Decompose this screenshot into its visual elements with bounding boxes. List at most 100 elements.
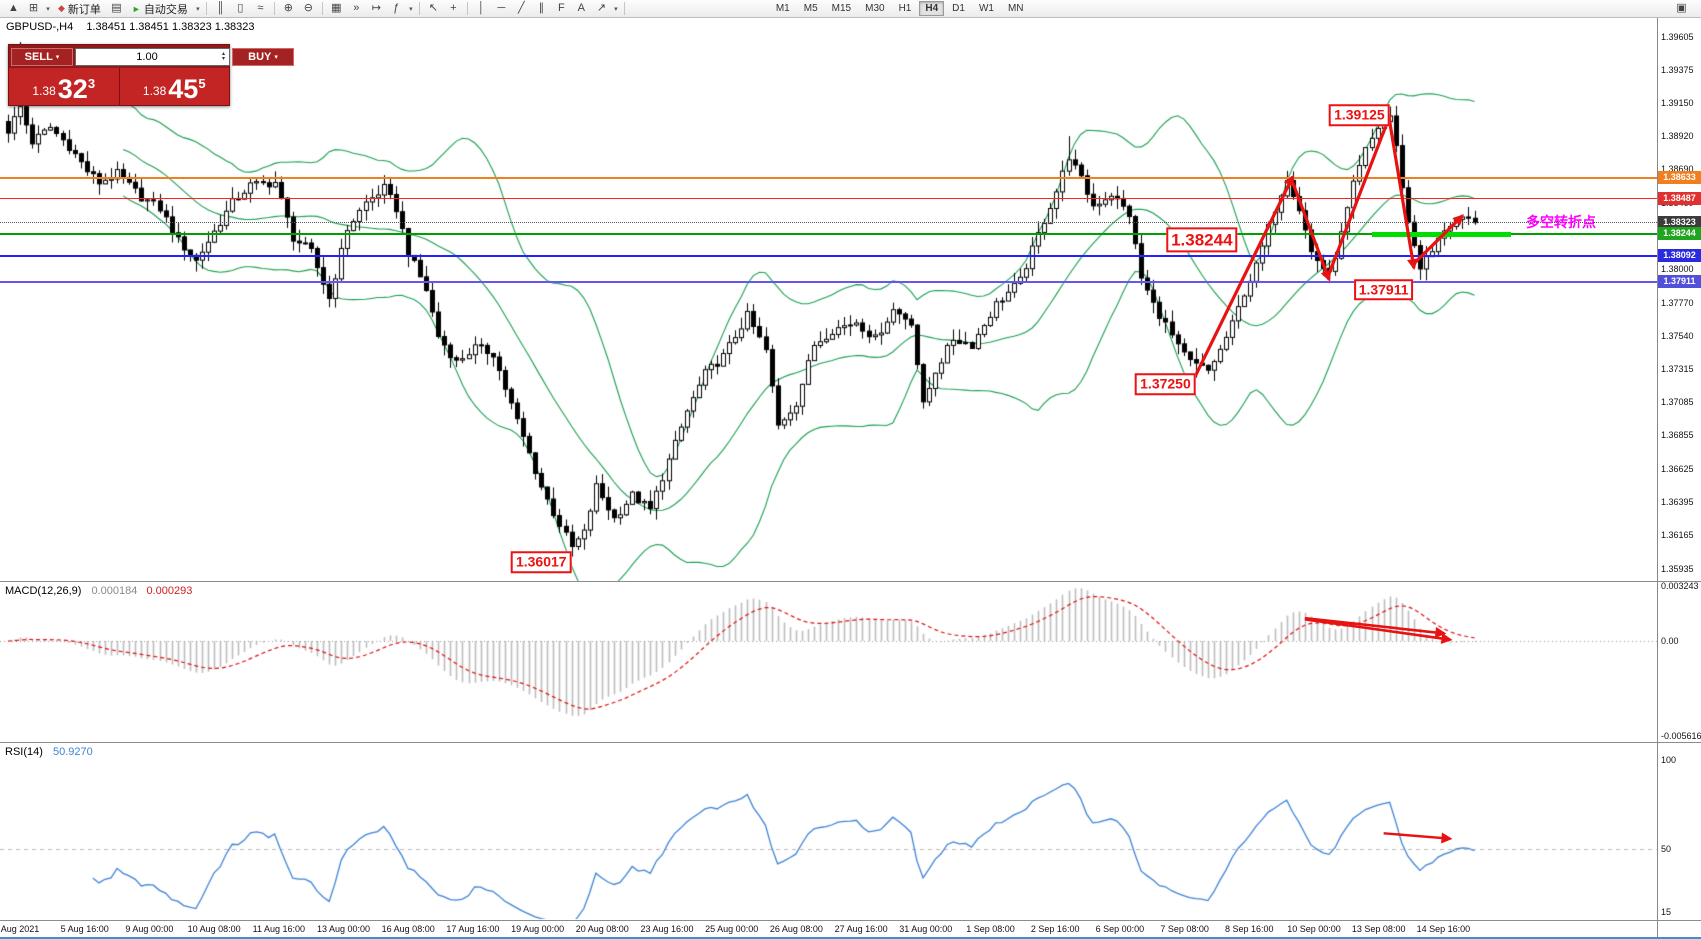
buy-price-sup: 5 [198,76,206,91]
candle-chart-icon[interactable]: ▯ [237,1,244,14]
auto-trading-button-label: 自动交易 [143,3,188,16]
price-tick: 1.39150 [1661,97,1694,108]
vertical-line-icon[interactable]: │ [477,1,485,14]
window-icon[interactable]: ▣ [1676,1,1687,14]
time-label: 10 Aug 08:00 [187,924,241,934]
price-tick: 1.38000 [1661,264,1694,275]
time-label: 14 Sep 16:00 [1416,924,1471,934]
sell-price-button[interactable]: 1.38 32 3 [9,68,119,105]
indicators-icon[interactable]: ƒ [393,1,400,14]
new-chart-caret-icon[interactable]: ▾ [46,5,50,13]
time-axis[interactable]: Aug 2021 5 Aug 16:00 9 Aug 00:00 10 Aug 08:… [0,921,1657,938]
symbol-period: GBPUSD-,H4 [6,21,74,33]
zoom-in-icon[interactable]: ⊕ [283,1,293,14]
indicators-caret-icon[interactable]: ▾ [409,5,413,13]
auto-trading-button[interactable]: ► 自动交易 [127,1,193,17]
price-tag: 1.37911 [1658,275,1701,289]
time-label: 16 Aug 08:00 [381,924,435,934]
volume-field: ▴ ▾ [75,47,230,66]
price-tag: 1.38323 [1658,215,1701,229]
rsi-tick: 100 [1661,755,1677,765]
auto-scroll-icon[interactable]: » [353,1,360,14]
timeframe-w1[interactable]: W1 [973,1,1000,16]
new-chart-icon[interactable]: ⊞ [28,1,39,14]
price-tick: 1.38920 [1661,131,1694,142]
timeframe-m30[interactable]: M30 [859,1,890,16]
text-tool-icon[interactable]: A [577,1,586,14]
timeframe-h1[interactable]: H1 [893,1,918,16]
arrow-tool-caret-icon[interactable]: ▾ [614,5,618,13]
toolbar-separator [418,2,420,15]
panel-separator-time[interactable] [0,920,1701,921]
buy-price-big: 45 [168,74,199,104]
channel-icon[interactable]: ∥ [538,1,545,14]
sell-price-prefix: 1.38 [32,84,56,98]
price-tag: 1.38092 [1658,249,1701,263]
rsi-value: 50.9270 [52,746,93,758]
toolbar: ▲ ⊞ ▾ ◆ 新订单 ▤ ► 自动交易 ▾ ║ ▯ ≈ ⊕ ⊖ ▦» ↦ ƒ ▾ ↖ + │ ─ ╱ ∥ F A ↗ ▾ M1 M5 M1… [0,0,1701,18]
macd-main-value: 0.000184 [91,585,138,597]
time-label: 1 Sep 08:00 [966,924,1015,934]
volume-up-icon[interactable]: ▴ [221,50,225,57]
macd-signal-value: 0.000293 [146,585,193,597]
price-tick: 1.39605 [1661,31,1694,42]
time-label: 7 Sep 08:00 [1160,924,1209,934]
market-watch-icon[interactable]: ▤ [111,1,122,14]
timeframe-mn[interactable]: MN [1002,1,1030,16]
toolbar-separator [623,2,625,15]
buy-price-button[interactable]: 1.38 45 5 [120,68,230,105]
panel-separator-macd[interactable] [0,581,1701,582]
rsi-tick: 15 [1661,906,1672,917]
line-chart-icon[interactable]: ≈ [257,1,264,14]
auto-trading-caret-icon[interactable]: ▾ [196,5,200,13]
trendline-icon[interactable]: ╱ [518,1,525,14]
zoom-out-icon[interactable]: ⊖ [303,1,313,14]
price-tick: 1.36855 [1661,430,1694,441]
chart-shift-icon[interactable]: ↦ [371,1,381,14]
pivot-text-annotation[interactable]: 多空转折点 [1526,214,1596,230]
new-order-button-label: 新订单 [67,3,101,16]
time-label: Aug 2021 [0,924,40,934]
new-order-icon: ◆ [58,3,65,13]
timeframe-m5[interactable]: M5 [798,1,824,16]
timeframe-d1[interactable]: D1 [946,1,971,16]
auto-trading-icon: ► [131,3,141,14]
sell-label: SELL [24,50,53,63]
time-label: 13 Sep 08:00 [1351,924,1406,934]
time-label: 11 Aug 16:00 [252,924,305,934]
sell-caret-icon: ▾ [55,53,60,61]
price-tick: 1.36625 [1661,463,1694,474]
buy-caret-icon: ▾ [274,53,278,61]
price-tick: 1.36165 [1661,530,1694,541]
volume-input[interactable] [76,50,218,63]
time-label: 2 Sep 16:00 [1030,924,1080,934]
timeframe-m1[interactable]: M1 [770,1,796,16]
tile-windows-icon[interactable]: ▦ [331,1,342,14]
price-tick: 1.35935 [1661,563,1694,574]
volume-down-icon[interactable]: ▾ [221,55,225,62]
panel-separator-rsi[interactable] [0,742,1701,743]
arrow-tool-icon[interactable]: ↗ [596,1,606,14]
fibonacci-icon[interactable]: F [557,1,565,14]
cursor-icon[interactable]: ↖ [428,1,438,14]
trade-panel-divider [118,68,120,105]
crosshair-icon[interactable]: + [450,1,457,14]
timeframe-h4[interactable]: H4 [919,1,945,16]
macd-tick: 0.003243 [1661,581,1699,592]
price-tag: 1.38244 [1658,227,1701,241]
rsi-name: RSI(14) [5,746,43,758]
timeframe-m15[interactable]: M15 [826,1,857,16]
new-order-button[interactable]: ◆ 新订单 [53,1,106,17]
sell-price-big: 32 [57,74,88,104]
bar-chart-icon[interactable]: ║ [216,1,225,14]
sell-button[interactable]: SELL ▾ [11,47,73,66]
horizontal-line-icon[interactable]: ─ [497,1,506,14]
time-label: 6 Sep 00:00 [1095,924,1145,934]
buy-button[interactable]: BUY ▾ [232,47,294,66]
time-label: 8 Sep 16:00 [1225,924,1274,934]
chart-menu-icon[interactable]: ▲ [8,1,19,14]
price-axis[interactable]: 1.39605 1.39375 1.39150 1.38920 1.38690 1.384… [1657,0,1701,939]
